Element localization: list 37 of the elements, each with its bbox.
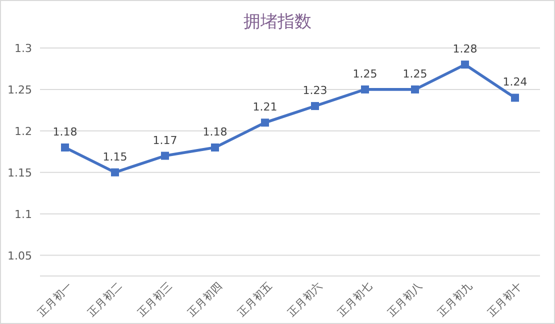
point bbox=[361, 85, 369, 94]
y-tick-label: 1.15 bbox=[8, 166, 32, 180]
data-label: 1.15 bbox=[102, 150, 128, 164]
x-tick-label: 正月初八 bbox=[384, 278, 426, 320]
point bbox=[61, 143, 69, 152]
point bbox=[511, 94, 519, 102]
data-label: 1.21 bbox=[252, 100, 278, 114]
point bbox=[161, 152, 169, 160]
data-label: 1.17 bbox=[152, 134, 178, 147]
data-label: 1.25 bbox=[402, 67, 428, 80]
point bbox=[261, 118, 269, 127]
x-tick-label: 正月初二 bbox=[84, 278, 126, 320]
x-tick-label: 正月初六 bbox=[284, 278, 326, 320]
y-tick-label: 1.2 bbox=[14, 124, 32, 138]
point bbox=[411, 85, 419, 94]
x-tick-label: 正月初七 bbox=[334, 278, 376, 320]
x-tick-label: 正月初一 bbox=[34, 278, 76, 320]
y-tick-label: 1.05 bbox=[8, 249, 32, 262]
data-label: 1.18 bbox=[52, 125, 78, 138]
y-tick-label: 1.25 bbox=[8, 83, 32, 96]
point bbox=[211, 143, 219, 152]
data-label: 1.24 bbox=[502, 76, 528, 89]
x-tick-label: 正月初五 bbox=[234, 278, 276, 320]
point bbox=[111, 168, 119, 176]
y-tick-label: 1.3 bbox=[14, 42, 32, 55]
data-label: 1.23 bbox=[302, 84, 328, 98]
data-label: 1.28 bbox=[452, 42, 478, 56]
x-tick-label: 正月初三 bbox=[134, 278, 176, 320]
x-tick-label: 正月初九 bbox=[434, 278, 476, 320]
data-label: 1.18 bbox=[202, 125, 228, 138]
chart-title: 拥堵指数 bbox=[244, 12, 312, 32]
x-tick-label: 正月初十 bbox=[484, 278, 526, 320]
data-label: 1.25 bbox=[352, 67, 378, 80]
point bbox=[461, 60, 469, 69]
y-tick-label: 1.1 bbox=[14, 208, 32, 221]
point bbox=[311, 102, 319, 110]
x-tick-label: 正月初四 bbox=[184, 278, 226, 320]
